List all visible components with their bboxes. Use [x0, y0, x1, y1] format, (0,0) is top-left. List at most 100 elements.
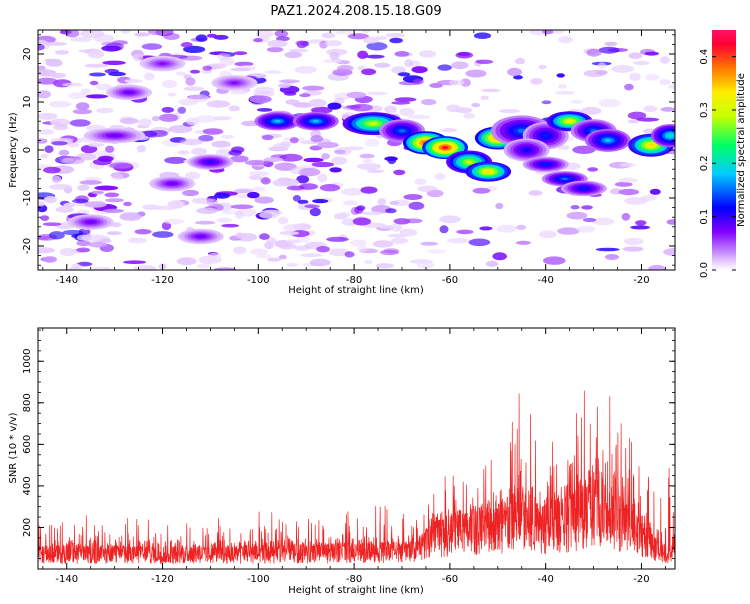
spectrogram-cell [178, 98, 198, 106]
spectrogram-cell [215, 148, 233, 157]
spectrogram-cell [124, 79, 143, 83]
spectrogram-cell [195, 115, 218, 123]
spectrogram-cell [566, 211, 588, 220]
spectrogram-cell [403, 194, 423, 200]
spectrogram-cell [361, 30, 371, 34]
spectrogram-cell [528, 190, 543, 196]
spectrogram-cell [185, 171, 201, 180]
spectrogram-cell [75, 102, 90, 111]
spectrogram-cell [111, 173, 124, 181]
spectrogram-cell [635, 220, 647, 226]
spectrogram-cell [361, 68, 377, 76]
spectrogram-cell [304, 204, 320, 209]
spectrogram-cell [556, 73, 565, 78]
spectrogram-cell [93, 34, 115, 43]
spectrogram-cell [266, 47, 284, 53]
spectrogram-cell [76, 261, 93, 267]
spectrogram-cell [591, 217, 615, 226]
spectrogram-cell [576, 225, 596, 233]
spectrogram-cell [331, 156, 348, 165]
spectrogram-cell [290, 167, 302, 175]
spectrogram-peak [542, 163, 549, 166]
spectrogram-cell [109, 162, 133, 169]
spectrogram-cell [627, 119, 640, 124]
spectrogram-cell [152, 231, 174, 238]
x-tick-label: -80 [346, 574, 362, 585]
spectrogram-cell [177, 150, 190, 155]
spectrogram-cell [120, 117, 139, 125]
x-tick-label: -60 [442, 574, 458, 585]
spectrogram-cell [389, 37, 403, 44]
spectrogram-cell [53, 124, 69, 131]
spectrogram-cell [539, 230, 557, 239]
spectrogram-cell [161, 106, 174, 113]
spectrogram-cell [598, 46, 620, 54]
spectrogram-cell [455, 107, 473, 114]
spectrogram-cell [475, 59, 494, 64]
y-tick-label: 400 [22, 476, 33, 495]
spectrogram-cell [319, 184, 341, 192]
colorbar-tick-label: 0.0 [699, 262, 710, 278]
spectrogram-cell [144, 72, 155, 81]
spectrogram-cell [191, 147, 208, 155]
spectrogram-cell [541, 100, 552, 105]
spectrogram-cell [408, 201, 425, 210]
spectrogram-cell [643, 105, 658, 113]
spectrogram-cell [621, 212, 631, 221]
spectrogram-cell [185, 77, 196, 86]
snr-series-line [38, 390, 675, 565]
spectrogram-cell [286, 185, 305, 191]
spectrogram-cell [292, 195, 301, 202]
spectrogram-peak [484, 170, 492, 174]
spectrogram-peak [87, 220, 94, 224]
spectrogram-cell [183, 45, 206, 54]
spectrogram-cell [274, 30, 289, 38]
spectrogram-cell [164, 156, 188, 164]
spectrogram-cell [380, 249, 400, 256]
spectrogram-cell [38, 247, 55, 254]
snr-frame [37, 327, 676, 570]
spectrogram-cell [622, 246, 644, 252]
spectrogram-cell [341, 188, 365, 196]
spectrogram-cell [106, 231, 122, 236]
spectrogram-cell [352, 217, 372, 226]
spectrogram-cell [248, 175, 262, 181]
spectrogram-cell [649, 188, 661, 195]
spectrogram-cell [558, 36, 574, 44]
spectrogram-cell [42, 256, 58, 263]
spectrogram-cell [45, 59, 63, 67]
spectrogram-cell [329, 51, 340, 61]
spectrogram-peak [274, 119, 281, 123]
spectrogram-peak [523, 148, 530, 152]
x-tick-label: -80 [346, 275, 362, 286]
spectrogram-cell [247, 191, 260, 199]
spectrogram-cell [663, 247, 675, 257]
spectrogram-cell [91, 190, 104, 195]
spectrogram-peak [125, 91, 133, 94]
spectrogram-cell [377, 198, 387, 206]
spectrogram-cell [202, 65, 213, 71]
y-tick-label: -20 [22, 238, 33, 254]
spectrogram-cell [87, 142, 105, 147]
y-tick-label: 0 [22, 147, 33, 153]
spectrogram-cell [619, 163, 636, 167]
spectrogram-cell [496, 224, 518, 233]
spectrogram-cell [49, 72, 66, 79]
spectrogram-cell [208, 252, 222, 260]
spectrogram-cell [362, 36, 379, 44]
spectrogram-cell [65, 30, 80, 38]
spectrogram-cell [189, 69, 201, 74]
spectrogram-cell [538, 64, 547, 70]
spectrogram-cell [399, 228, 418, 237]
spectrogram-cell [44, 145, 54, 153]
spectrogram-cell [92, 266, 112, 270]
spectrogram-cell [328, 248, 350, 257]
spectrogram-cell [343, 146, 365, 151]
spectrogram-cell [472, 187, 491, 194]
spectrogram-cell [595, 247, 620, 252]
spectrogram-cell [213, 267, 236, 270]
spectrogram-cell [84, 63, 108, 68]
spectrogram-cell [255, 253, 272, 259]
spectrogram-cell [586, 48, 602, 57]
